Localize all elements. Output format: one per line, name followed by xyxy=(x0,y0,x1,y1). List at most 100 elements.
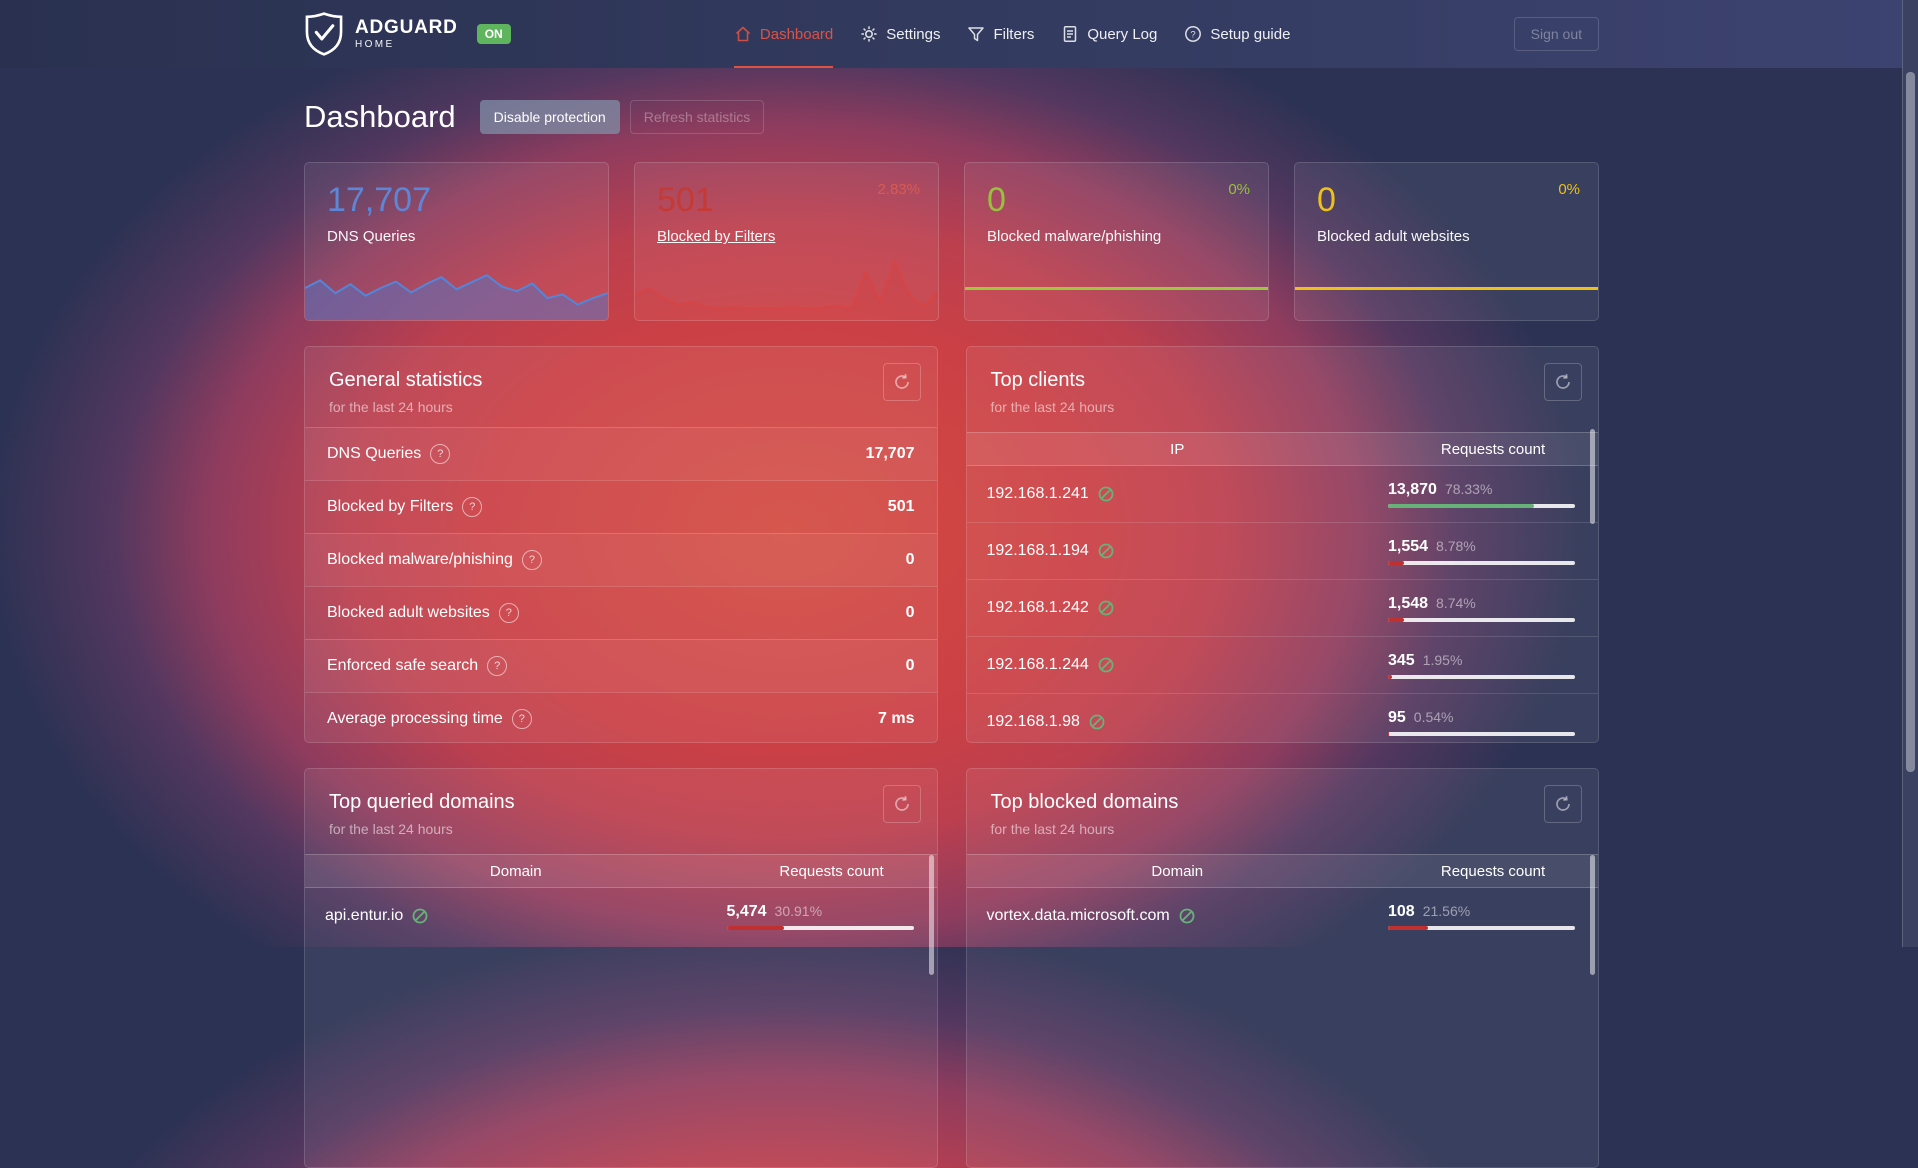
row-name[interactable]: 192.168.1.98 xyxy=(986,713,1080,730)
statistic-label: Blocked by Filters xyxy=(327,498,454,515)
table-row: vortex.data.microsoft.com 108 21.56% xyxy=(967,888,1599,944)
stat-label: Blocked adult websites xyxy=(1317,228,1470,246)
brand: ADGUARD HOME ON xyxy=(304,12,511,56)
navbar: ADGUARD HOME ON Dashboard Settings xyxy=(0,0,1918,68)
help-icon[interactable]: ? xyxy=(498,603,519,623)
refresh-icon xyxy=(894,796,909,811)
column-header-requests: Requests count xyxy=(1440,440,1546,458)
statistic-value: 17,707 xyxy=(865,445,915,462)
nav-item-dashboard[interactable]: Dashboard xyxy=(733,0,834,68)
stat-percent: 0% xyxy=(1558,181,1580,198)
statistics-row: DNS Queries ? 17,707 xyxy=(305,427,937,480)
table-row: 192.168.1.244 345 1.95% xyxy=(966,636,1598,693)
progress-bar xyxy=(1388,560,1575,565)
table-row: 192.168.1.194 1,554 8.78% xyxy=(966,522,1598,579)
row-name[interactable]: 192.168.1.241 xyxy=(986,485,1089,502)
stat-value: 17,707 xyxy=(327,181,431,219)
nav-item-query-log[interactable]: Query Log xyxy=(1061,0,1157,68)
help-icon[interactable]: ? xyxy=(521,550,542,570)
shield-logo-icon xyxy=(305,12,343,56)
request-count: 95 xyxy=(1388,708,1406,726)
unblock-icon[interactable] xyxy=(1088,713,1106,731)
statistics-row: Blocked malware/phishing ? 0 xyxy=(305,533,937,586)
table-row: 192.168.1.241 13,870 78.33% xyxy=(967,466,1599,522)
protection-on-badge: ON xyxy=(476,24,511,44)
card-subtitle: for the last 24 hours xyxy=(990,399,1115,415)
row-name[interactable]: api.entur.io xyxy=(325,907,404,924)
progress-bar xyxy=(1388,617,1575,622)
refresh-icon xyxy=(1556,796,1570,811)
unblock-icon[interactable] xyxy=(1097,599,1115,617)
table-header: Domain Requests count xyxy=(966,854,1598,888)
request-percent: 1.95% xyxy=(1422,651,1463,668)
table-header: Domain Requests count xyxy=(305,854,937,888)
refresh-card-button[interactable] xyxy=(882,363,921,401)
progress-bar xyxy=(1388,925,1575,930)
refresh-statistics-button[interactable]: Refresh statistics xyxy=(629,100,765,134)
nav-label: Settings xyxy=(886,25,941,43)
row-name[interactable]: vortex.data.microsoft.com xyxy=(986,907,1170,924)
refresh-card-button[interactable] xyxy=(882,785,921,823)
card-scrollbar-thumb[interactable] xyxy=(1590,429,1595,524)
statistic-value: 0 xyxy=(905,657,915,674)
help-circle-icon: ? xyxy=(1185,26,1202,42)
progress-bar xyxy=(1388,503,1575,508)
disable-protection-button[interactable]: Disable protection xyxy=(479,100,620,134)
sign-out-button[interactable]: Sign out xyxy=(1513,17,1599,51)
progress-bar xyxy=(1388,731,1575,736)
query-log-icon xyxy=(1064,26,1077,42)
nav-item-settings[interactable]: Settings xyxy=(860,0,940,68)
help-icon[interactable]: ? xyxy=(487,656,508,676)
statistics-row: Blocked by Filters ? 501 xyxy=(305,480,937,533)
card-scrollbar-thumb[interactable] xyxy=(928,855,934,975)
top-clients-table: 192.168.1.241 13,870 78.33% 192.168.1.19… xyxy=(966,466,1599,742)
nav-item-setup-guide[interactable]: ? Setup guide xyxy=(1184,0,1290,68)
progress-fill xyxy=(1388,560,1405,565)
row-name[interactable]: 192.168.1.194 xyxy=(986,542,1089,559)
column-header-requests: Requests count xyxy=(1440,862,1546,880)
request-percent: 0.54% xyxy=(1413,708,1454,725)
table-row: 192.168.1.98 95 0.54% xyxy=(966,693,1598,742)
main-nav: Dashboard Settings Filters xyxy=(733,0,1290,68)
row-name[interactable]: 192.168.1.244 xyxy=(986,656,1089,673)
svg-text:?: ? xyxy=(1191,30,1196,41)
column-header-ip: IP xyxy=(1170,440,1185,458)
help-icon[interactable]: ? xyxy=(430,444,451,464)
card-scrollbar-thumb[interactable] xyxy=(1590,855,1595,975)
refresh-card-button[interactable] xyxy=(1544,363,1582,401)
unblock-icon[interactable] xyxy=(1097,542,1115,560)
adult-flat-sparkline xyxy=(1295,287,1598,290)
row-name[interactable]: 192.168.1.242 xyxy=(986,599,1089,616)
refresh-card-button[interactable] xyxy=(1544,785,1582,823)
request-percent: 8.78% xyxy=(1436,537,1476,554)
card-title: General statistics xyxy=(329,369,483,391)
progress-fill xyxy=(1388,674,1392,679)
help-icon[interactable]: ? xyxy=(511,709,532,729)
statistics-row: Average processing time ? 7 ms xyxy=(305,692,937,742)
statistic-label: DNS Queries xyxy=(327,445,422,462)
stat-label-link[interactable]: Blocked by Filters xyxy=(657,228,776,246)
progress-fill xyxy=(1388,731,1389,736)
help-icon[interactable]: ? xyxy=(462,497,483,517)
card-subtitle: for the last 24 hours xyxy=(329,821,453,837)
page-scrollbar-thumb[interactable] xyxy=(1906,72,1915,772)
progress-fill xyxy=(1388,617,1405,622)
page-scrollbar[interactable] xyxy=(1902,0,1918,947)
unblock-icon[interactable] xyxy=(1097,485,1115,503)
nav-label: Filters xyxy=(993,25,1035,43)
request-percent: 8.74% xyxy=(1436,594,1476,611)
stat-card-blocked-by-filters: 501 2.83% Blocked by Filters xyxy=(634,162,939,321)
statistic-label: Enforced safe search xyxy=(327,657,479,674)
unblock-icon[interactable] xyxy=(1178,907,1196,925)
unblock-icon[interactable] xyxy=(411,907,429,925)
statistic-label: Average processing time xyxy=(327,710,503,727)
table-row: 192.168.1.242 1,548 8.74% xyxy=(966,579,1598,636)
gear-icon xyxy=(861,26,877,42)
top-clients-card: Top clients for the last 24 hours IP Req… xyxy=(965,346,1599,743)
nav-label: Query Log xyxy=(1087,25,1158,43)
stat-card-dns-queries: 17,707 DNS Queries xyxy=(304,162,609,321)
nav-item-filters[interactable]: Filters xyxy=(967,0,1034,68)
unblock-icon[interactable] xyxy=(1097,656,1115,674)
dns-queries-sparkline xyxy=(305,274,608,320)
nav-label: Setup guide xyxy=(1210,25,1291,43)
